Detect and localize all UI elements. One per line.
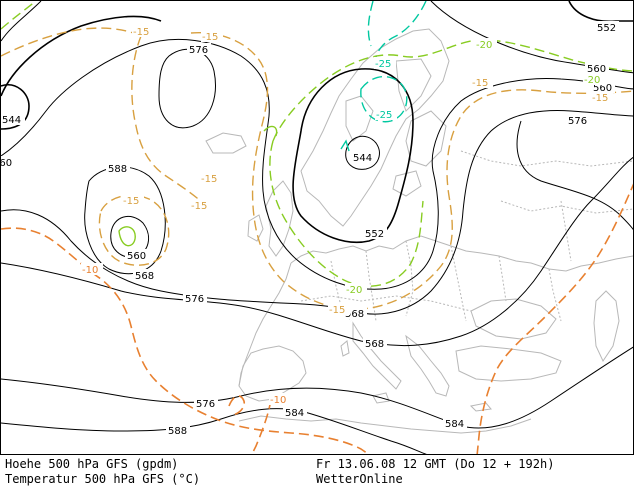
height-label: 568 — [365, 339, 384, 350]
height-label: 576 — [189, 45, 208, 56]
height-label: 544 — [353, 153, 372, 164]
map-footer: Hoehe 500 hPa GFS (gpdm) Temperatur 500 … — [0, 455, 634, 490]
temp-label: -15 — [191, 201, 207, 212]
temp-label: -20 — [584, 75, 600, 86]
height-label: 552 — [597, 23, 616, 34]
height-labels: 552 560 560 576 544 560 576 588 568 560 … — [1, 21, 619, 437]
temp-label: -10 — [82, 265, 98, 276]
height-label: 552 — [365, 229, 384, 240]
temp-label: -15 — [201, 174, 217, 185]
temp-label: -10 — [270, 395, 286, 406]
height-label: 560 — [1, 158, 12, 169]
temp-label: -15 — [329, 305, 345, 316]
temp-label: -15 — [133, 27, 149, 38]
height-label: 560 — [593, 83, 612, 94]
legend-height: Hoehe 500 hPa GFS (gpdm) — [5, 457, 179, 471]
temperature-labels: -15 -15 -20 -25 -25 -15 -20 -15 -15 -15 … — [81, 25, 613, 406]
temp-label: -25 — [376, 110, 392, 121]
height-label: 588 — [108, 164, 127, 175]
temp-label: -15 — [123, 196, 139, 207]
temp-label: -25 — [375, 59, 391, 70]
legend-temperature: Temperatur 500 hPa GFS (°C) — [5, 472, 201, 486]
height-label: 584 — [285, 408, 304, 419]
height-label: 560 — [587, 64, 606, 75]
height-label: 568 — [345, 309, 364, 320]
height-label: 576 — [196, 399, 215, 410]
height-label: 568 — [135, 271, 154, 282]
height-contours — [1, 1, 633, 454]
weather-map: 552 560 560 576 544 560 576 588 568 560 … — [0, 0, 634, 455]
temp-label: -15 — [202, 32, 218, 43]
height-label: 584 — [445, 419, 464, 430]
provider-credit: WetterOnline — [316, 472, 403, 486]
temp-label: -15 — [592, 93, 608, 104]
map-canvas: 552 560 560 576 544 560 576 588 568 560 … — [1, 1, 633, 454]
temperature-isotherms — [1, 1, 633, 454]
height-label: 544 — [2, 115, 21, 126]
height-label: 576 — [185, 294, 204, 305]
height-label: 560 — [127, 251, 146, 262]
temp-label: -15 — [472, 78, 488, 89]
temp-label: -20 — [476, 40, 492, 51]
forecast-datetime: Fr 13.06.08 12 GMT (Do 12 + 192h) — [316, 457, 555, 471]
height-label: 576 — [568, 116, 587, 127]
height-label: 588 — [168, 426, 187, 437]
temp-label: -20 — [346, 285, 362, 296]
